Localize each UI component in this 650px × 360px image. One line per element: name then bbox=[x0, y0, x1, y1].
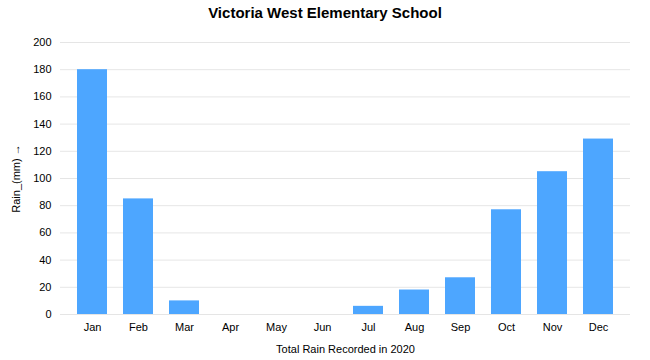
svg-text:Mar: Mar bbox=[175, 321, 194, 333]
svg-text:Feb: Feb bbox=[129, 321, 148, 333]
svg-text:20: 20 bbox=[39, 281, 51, 293]
svg-text:80: 80 bbox=[39, 199, 51, 211]
svg-text:60: 60 bbox=[39, 226, 51, 238]
svg-text:180: 180 bbox=[33, 63, 51, 75]
svg-text:160: 160 bbox=[33, 90, 51, 102]
svg-text:Total Rain Recorded in 2020: Total Rain Recorded in 2020 bbox=[276, 343, 415, 355]
svg-text:100: 100 bbox=[33, 172, 51, 184]
svg-text:Nov: Nov bbox=[543, 321, 563, 333]
html-text:Victoria West Elementary Schoo: Victoria West Elementary School bbox=[208, 4, 442, 21]
svg-text:Aug: Aug bbox=[405, 321, 425, 333]
svg-text:Jan: Jan bbox=[84, 321, 102, 333]
svg-text:Oct: Oct bbox=[498, 321, 515, 333]
svg-text:0: 0 bbox=[45, 308, 51, 320]
svg-text:Sep: Sep bbox=[451, 321, 471, 333]
svg-text:May: May bbox=[266, 321, 287, 333]
svg-text:Rain_(mm) →: Rain_(mm) → bbox=[10, 144, 22, 212]
svg-text:Jul: Jul bbox=[361, 321, 375, 333]
svg-text:40: 40 bbox=[39, 254, 51, 266]
svg-text:Jun: Jun bbox=[314, 321, 332, 333]
svg-text:140: 140 bbox=[33, 118, 51, 130]
svg-text:Dec: Dec bbox=[589, 321, 609, 333]
svg-text:200: 200 bbox=[33, 36, 51, 48]
svg-text:Apr: Apr bbox=[222, 321, 239, 333]
svg-text:120: 120 bbox=[33, 145, 51, 157]
